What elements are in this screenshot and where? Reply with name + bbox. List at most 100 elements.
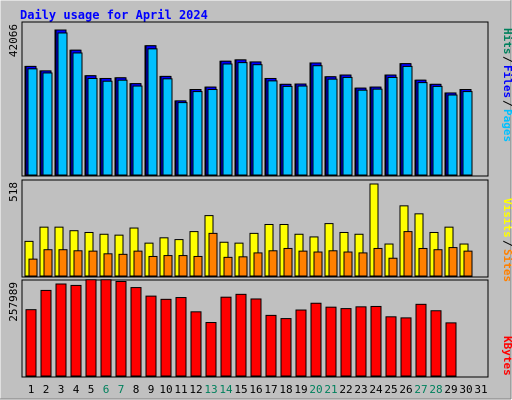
day-label-18: 18 <box>279 383 292 396</box>
sites-bar-day-29 <box>448 247 458 277</box>
sites-bar-day-5 <box>88 250 98 277</box>
sites-bar-day-11 <box>178 255 188 277</box>
day-label-9: 9 <box>148 383 155 396</box>
sites-bar-day-14 <box>223 256 233 277</box>
pages-bar-day-18 <box>282 85 293 176</box>
kbytes-bar-day-19 <box>295 309 307 377</box>
legend-sep-sites-visits-label: / <box>501 240 512 247</box>
day-label-10: 10 <box>159 383 172 396</box>
legend-sep-files-hits: / <box>501 56 512 63</box>
day-label-21: 21 <box>324 383 337 396</box>
legend-sites-label: Sites <box>501 249 512 282</box>
chart-title: Daily usage for April 2024 <box>20 8 208 22</box>
kbytes-bar-day-29 <box>445 322 457 377</box>
day-label-24: 24 <box>369 383 383 396</box>
sites-bar-day-20 <box>313 251 323 277</box>
sites-bar-day-27 <box>418 247 428 277</box>
pages-bar-day-28 <box>432 85 443 176</box>
day-label-4: 4 <box>73 383 80 396</box>
kbytes-bar-day-27 <box>415 303 427 377</box>
day-label-13: 13 <box>204 383 217 396</box>
sites-bar-day-28 <box>433 249 443 277</box>
day-label-27: 27 <box>414 383 427 396</box>
sites-bar-day-26 <box>403 231 413 277</box>
legend-files: Files <box>501 65 512 98</box>
pages-bar-day-13 <box>207 89 218 176</box>
day-label-28: 28 <box>429 383 442 396</box>
kbytes-bar-day-15 <box>235 293 247 377</box>
pages-bar-day-24 <box>372 88 383 176</box>
sites-bar-day-16 <box>253 252 263 277</box>
day-label-8: 8 <box>133 383 140 396</box>
kbytes-bar-day-9 <box>145 295 157 377</box>
ymax-label-visits: 518 <box>7 182 20 202</box>
sites-bar-day-15 <box>238 256 248 277</box>
legend-top-rest: / <box>501 56 512 63</box>
pages-bar-day-10 <box>162 78 173 176</box>
pages-bar-day-4 <box>72 52 83 176</box>
sites-bar-day-18 <box>283 247 293 277</box>
kbytes-bar-day-25 <box>385 316 397 377</box>
kbytes-bar-day-1 <box>25 309 37 377</box>
pages-bar-day-2 <box>42 72 53 176</box>
sites-bar-day-9 <box>148 255 158 277</box>
day-label-16: 16 <box>249 383 262 396</box>
kbytes-bar-day-11 <box>175 297 187 377</box>
sites-bar-day-25 <box>388 257 398 277</box>
day-label-5: 5 <box>88 383 95 396</box>
kbytes-bar-day-3 <box>55 283 67 377</box>
kbytes-bar-day-26 <box>400 317 412 377</box>
pages-bar-day-3 <box>57 32 68 176</box>
chart-marks: 1 2 3 4 5 6 7 8 9 10 11 12 13 14 15 16 17 18 19 20 21 22 23 24 2… <box>24 29 488 396</box>
kbytes-bar-day-28 <box>430 310 442 377</box>
sites-bar-day-19 <box>298 250 308 277</box>
pages-bar-day-15 <box>237 62 248 176</box>
legend-sep1-label: / <box>501 100 512 107</box>
sites-bar-day-30 <box>463 250 473 277</box>
day-label-29: 29 <box>444 383 457 396</box>
pages-bar-day-1 <box>27 68 38 176</box>
pages-bar-day-14 <box>222 63 233 176</box>
kbytes-bar-day-2 <box>40 289 52 377</box>
day-label-2: 2 <box>43 383 50 396</box>
pages-bar-day-5 <box>87 77 98 176</box>
pages-bar-day-16 <box>252 64 263 176</box>
sites-bar-day-24 <box>373 247 383 277</box>
kbytes-bar-day-4 <box>70 284 82 377</box>
pages-bar-day-7 <box>117 79 128 176</box>
legend-sep-pages-files: / <box>501 100 512 107</box>
legend-pages-label: Pages <box>501 109 512 142</box>
legend-pages: Pages <box>501 109 512 142</box>
legend-files-label: Files <box>501 65 512 98</box>
kbytes-bar-day-10 <box>160 298 172 377</box>
kbytes-bar-day-24 <box>370 305 382 377</box>
legend-kbytes: KBytes <box>501 336 512 376</box>
day-label-17: 17 <box>264 383 277 396</box>
day-label-19: 19 <box>294 383 307 396</box>
sites-bar-day-22 <box>343 251 353 277</box>
day-label-12: 12 <box>189 383 202 396</box>
pages-bar-day-6 <box>102 80 113 176</box>
legend-top: Hits <box>501 28 512 55</box>
day-label-30: 30 <box>459 383 472 396</box>
kbytes-bar-day-12 <box>190 311 202 377</box>
kbytes-bar-day-21 <box>325 306 337 377</box>
pages-bar-day-21 <box>327 78 338 176</box>
day-label-20: 20 <box>309 383 322 396</box>
pages-bar-day-23 <box>357 89 368 176</box>
sites-bar-day-4 <box>73 250 83 277</box>
legend-sites: Sites <box>501 249 512 282</box>
sites-bar-day-10 <box>163 255 173 277</box>
day-label-6: 6 <box>103 383 110 396</box>
day-label-3: 3 <box>58 383 65 396</box>
pages-bar-day-22 <box>342 76 353 176</box>
sites-bar-day-6 <box>103 253 113 277</box>
pages-bar-day-30 <box>462 91 473 176</box>
pages-bar-day-29 <box>447 94 458 176</box>
ymax-label-kbytes: 257989 <box>7 282 20 322</box>
kbytes-bar-day-14 <box>220 296 232 377</box>
kbytes-bar-day-6 <box>100 279 112 377</box>
legend-kbytes-label: KBytes <box>501 336 512 376</box>
day-label-23: 23 <box>354 383 367 396</box>
